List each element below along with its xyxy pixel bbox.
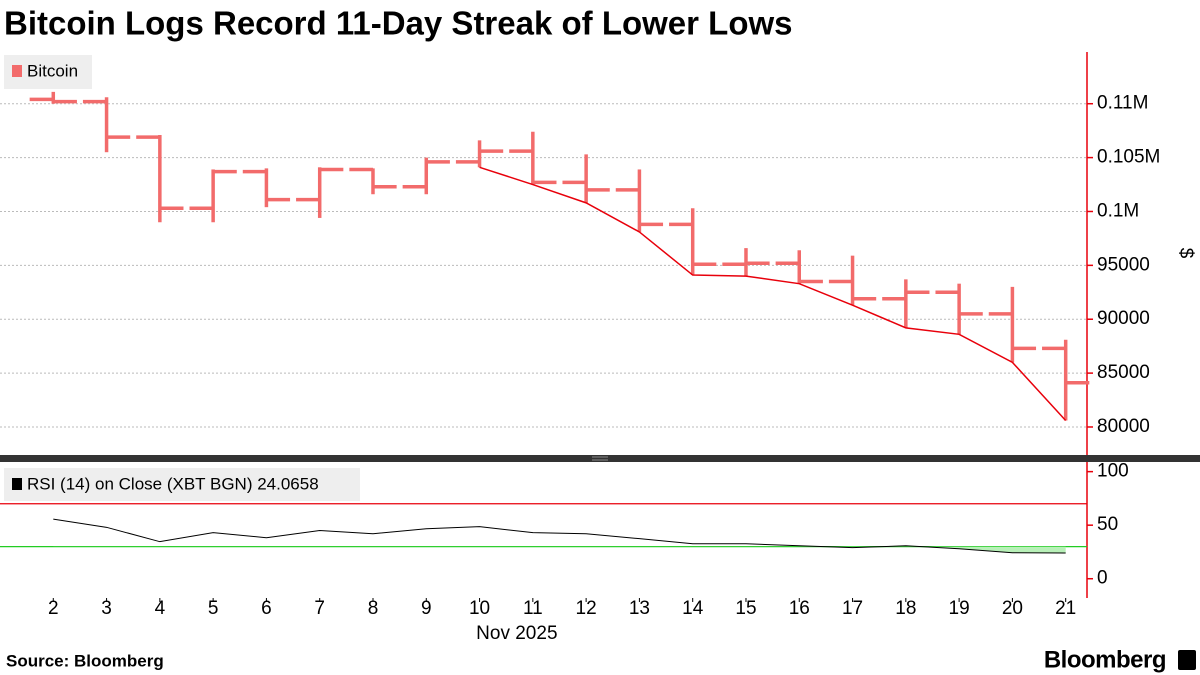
y-tick-label: 0.1M (1097, 200, 1139, 221)
source: Source: Bloomberg (6, 651, 164, 670)
x-tick-label: 8 (368, 598, 379, 619)
x-tick-label: 20 (1002, 598, 1023, 619)
x-tick-label: 19 (949, 598, 970, 619)
x-tick-label: 11 (523, 598, 543, 619)
x-tick-label: 5 (208, 598, 219, 619)
x-tick-label: 15 (735, 598, 756, 619)
trend-line (479, 166, 1067, 422)
x-tick-label: 17 (842, 598, 863, 619)
x-tick-label: 7 (314, 598, 325, 619)
y-tick-label: 95000 (1097, 254, 1150, 275)
x-tick-label: 3 (101, 598, 112, 619)
panel-separator (0, 455, 1200, 462)
y-tick-label: 0.105M (1097, 147, 1160, 168)
x-tick-label: 2 (48, 598, 59, 619)
brand-icon (1178, 650, 1196, 670)
chart-title: Bitcoin Logs Record 11-Day Streak of Low… (4, 5, 793, 42)
x-tick-label: 9 (421, 598, 432, 619)
oversold-fill (53, 546, 1066, 553)
legend-box (4, 468, 360, 501)
x-tick-label: 13 (629, 598, 650, 619)
rsi-line (53, 518, 1066, 554)
x-tick-label: 21 (1055, 598, 1076, 619)
legend-label: RSI (14) on Close (XBT BGN) 24.0658 (27, 474, 319, 493)
x-tick-label: 12 (576, 598, 597, 619)
x-tick-label: 18 (895, 598, 916, 619)
brand: Bloomberg (1044, 646, 1166, 673)
y-tick-label: 0 (1097, 568, 1108, 589)
y-tick-label: 85000 (1097, 362, 1150, 383)
x-tick-label: 14 (682, 598, 704, 619)
y-tick-label: 0.11M (1097, 93, 1148, 114)
legend-label: Bitcoin (27, 61, 78, 80)
x-axis-label: Nov 2025 (476, 623, 557, 644)
y-axis-label: $ (1175, 248, 1196, 259)
y-tick-label: 50 (1097, 514, 1118, 535)
legend-swatch (12, 478, 22, 490)
x-tick-label: 6 (261, 598, 272, 619)
x-tick-label: 10 (469, 598, 490, 619)
x-tick-label: 4 (155, 598, 166, 619)
legend-swatch (12, 65, 22, 77)
y-tick-label: 100 (1097, 461, 1129, 482)
y-tick-label: 80000 (1097, 416, 1150, 437)
x-tick-label: 16 (789, 598, 810, 619)
y-tick-label: 90000 (1097, 308, 1150, 329)
